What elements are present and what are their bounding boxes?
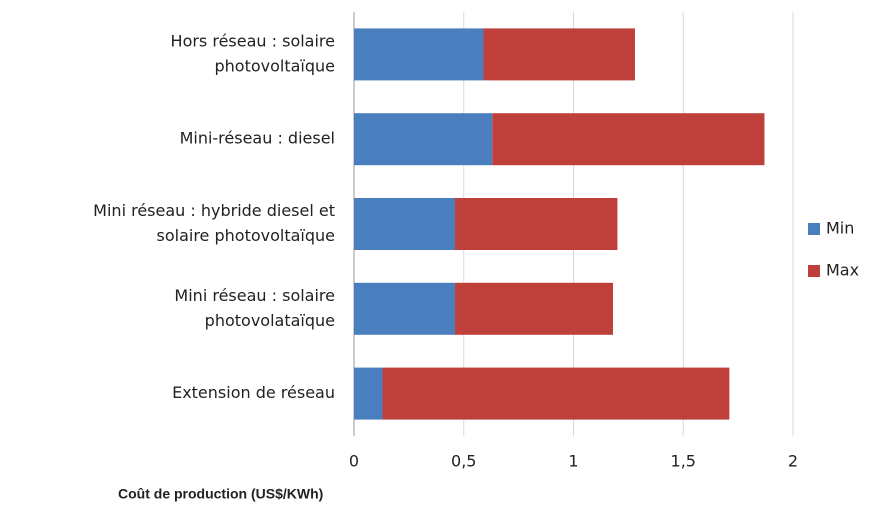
legend-swatch	[808, 223, 820, 235]
x-tick-label: 1	[568, 452, 578, 471]
legend-label: Min	[826, 219, 854, 238]
y-tick-label: Mini réseau : hybride diesel et	[93, 201, 335, 220]
bar-segment	[354, 198, 455, 250]
y-tick-label: Mini-réseau : diesel	[180, 129, 335, 148]
legend-label: Max	[826, 261, 859, 280]
x-axis-label: Coût de production (US$/KWh)	[118, 486, 323, 502]
legend-swatch	[808, 265, 820, 277]
y-tick-label: photovoltaïque	[214, 56, 335, 75]
x-tick-label: 1,5	[671, 452, 696, 471]
bar-segment	[354, 113, 493, 166]
x-tick-label: 2	[788, 452, 798, 471]
bar-segment	[454, 198, 618, 250]
y-tick-label: solaire photovoltaïque	[157, 226, 336, 245]
bar-segment	[354, 367, 383, 420]
y-tick-label: Mini réseau : solaire	[174, 286, 335, 305]
bar-segment	[354, 28, 484, 81]
x-tick-label: 0	[349, 452, 359, 471]
y-tick-label: photovolataïque	[205, 311, 335, 330]
x-tick-label: 0,5	[451, 452, 476, 471]
bar-segment	[492, 113, 765, 166]
bar-segment	[382, 367, 730, 420]
bar-segment	[354, 282, 455, 335]
bar-segment	[483, 28, 635, 81]
bar-segment	[454, 282, 614, 335]
y-tick-label: Hors réseau : solaire	[171, 31, 335, 50]
y-tick-label: Extension de réseau	[172, 383, 335, 402]
